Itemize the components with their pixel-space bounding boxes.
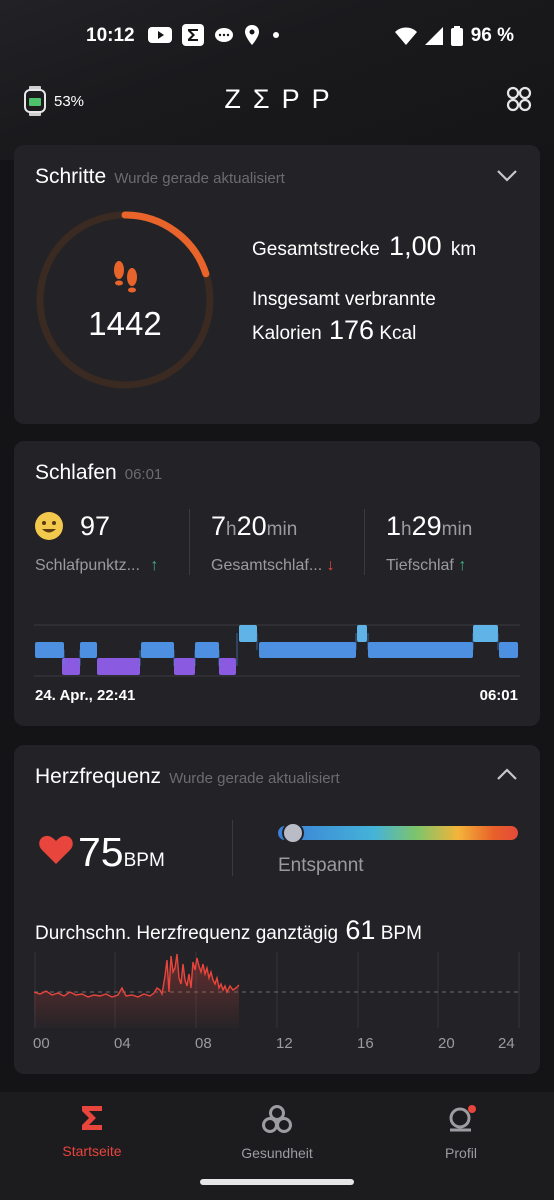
heart-rate-card[interactable]: Herzfrequenz Wurde gerade aktualisiert 75… [14,745,540,1074]
total-sleep-label: Gesamtschlaf... [211,557,323,574]
app-logo: ZΣPP [224,84,342,114]
steps-updated: Wurde gerade aktualisiert [114,170,285,187]
sleep-time: 06:01 [124,466,163,483]
deep-sleep-minutes: 29 [411,511,442,541]
heart-bpm: 75 [78,829,124,875]
total-sleep: 7h20min [211,511,297,542]
app-header: 53% ZΣPP [0,80,554,120]
distance-value: 1,00 [389,231,442,261]
signal-icon [424,27,443,45]
footsteps-icon [114,261,137,293]
steps-count: 1442 [88,305,162,342]
dot-icon [273,32,279,38]
heart-title: Herzfrequenz [35,765,162,788]
total-sleep-minutes: 20 [236,511,267,541]
sigma-app-icon [182,24,204,46]
distance-unit: km [450,239,477,260]
divider [364,509,365,575]
distance-row: Gesamtstrecke 1,00 km [252,231,476,262]
avg-hr-value: 61 [345,915,376,945]
home-indicator[interactable] [200,1179,354,1185]
total-sleep-hours: 7 [211,511,227,541]
x-tick-label: 12 [276,1035,293,1052]
arrow-up-icon: ↑ [458,557,467,574]
heart-bpm-unit: BPM [123,850,165,871]
x-tick-label: 24 [498,1035,515,1052]
sleep-score: 97 [80,511,111,541]
watch-battery: 53% [54,92,85,110]
x-tick-label: 16 [357,1035,374,1052]
grid-icon [506,86,532,112]
youtube-icon [148,27,172,43]
nav-profile-label: Profil [445,1145,477,1161]
avg-hr-unit: BPM [380,923,422,944]
steps-title: Schritte [35,165,107,188]
watch-status[interactable]: 53% [24,86,84,116]
nav-health-label: Gesundheit [241,1145,313,1161]
hour-unit: h [401,519,412,540]
heart-updated: Wurde gerade aktualisiert [169,770,340,787]
arrow-down-icon: ↓ [326,557,335,574]
sleep-start: 24. Apr., 22:41 [35,687,136,704]
heart-rate-chart [34,952,520,1028]
background [0,0,554,160]
watch-icon [24,86,46,116]
status-bar: 10:12 96 % [0,0,554,72]
heart-zone-marker [282,822,304,844]
x-tick-label: 04 [114,1035,131,1052]
x-tick-label: 00 [33,1035,50,1052]
hour-unit: h [226,519,237,540]
x-tick-label: 20 [438,1035,455,1052]
avg-hr-label: Durchschn. Herzfrequenz ganztägig [35,923,339,944]
sleep-title: Schlafen [35,461,117,484]
chevron-up-icon[interactable] [496,767,518,781]
heart-zone-label: Entspannt [278,855,364,876]
sleep-card[interactable]: Schlafen 06:01 97 Schlafpunktz... ↑ 7h20m… [14,441,540,726]
steps-ring-progress [36,211,214,389]
status-time: 10:12 [86,25,135,46]
heart-zone-bar [278,826,518,840]
wifi-icon [394,27,417,45]
distance-label: Gesamtstrecke [252,239,380,260]
calories-block: Insgesamt verbrannte Kalorien 176 Kcal [252,285,436,349]
nav-profile[interactable]: Profil [401,1104,521,1161]
battery-icon [450,26,463,46]
battery-percent: 96 % [470,25,514,46]
divider [189,509,190,575]
minute-unit: min [441,519,473,540]
widgets-button[interactable] [506,86,532,117]
sleep-score-label: Schlafpunktz... [35,557,140,574]
nav-home[interactable]: Startseite [32,1104,152,1159]
x-tick-label: 08 [195,1035,212,1052]
nav-home-label: Startseite [62,1143,122,1159]
sleep-end: 06:01 [479,687,518,704]
smiley-icon [35,512,63,540]
steps-card[interactable]: Schritte Wurde gerade aktualisiert 1442 G… [14,145,540,424]
heart-icon [39,835,73,864]
nav-health[interactable]: Gesundheit [217,1104,337,1161]
sleep-hypnogram [34,624,520,677]
sigma-icon [82,1106,102,1130]
divider [232,820,233,876]
deep-sleep-hours: 1 [386,511,402,541]
calories-unit: Kcal [379,323,417,344]
calories-label-1: Insgesamt verbrannte [252,289,436,310]
steps-ring [36,211,214,389]
location-icon [245,25,259,45]
calories-label-2: Kalorien [252,323,322,344]
deep-sleep-label: Tiefschlaf [386,557,454,574]
health-icon [262,1105,292,1133]
chat-icon [215,28,233,42]
calories-value: 176 [329,315,375,345]
profile-icon [449,1105,476,1132]
arrow-up-icon: ↑ [150,557,159,574]
deep-sleep: 1h29min [386,511,472,542]
chevron-down-icon[interactable] [496,169,518,183]
minute-unit: min [266,519,298,540]
